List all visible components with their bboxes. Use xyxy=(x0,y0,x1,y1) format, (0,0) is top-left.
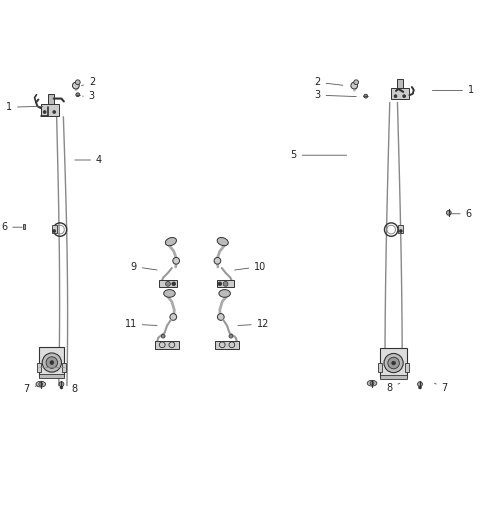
Circle shape xyxy=(388,357,399,369)
Text: 2: 2 xyxy=(314,77,343,87)
Circle shape xyxy=(392,361,396,365)
Text: 5: 5 xyxy=(290,150,347,160)
Circle shape xyxy=(72,82,79,89)
Text: 9: 9 xyxy=(131,262,157,271)
Text: 2: 2 xyxy=(82,77,95,87)
Circle shape xyxy=(354,80,359,84)
Circle shape xyxy=(76,93,80,97)
Circle shape xyxy=(418,382,422,387)
Circle shape xyxy=(218,282,222,286)
Bar xyxy=(62,362,66,372)
Circle shape xyxy=(172,282,176,286)
Text: 7: 7 xyxy=(24,385,37,394)
Bar xyxy=(380,348,407,377)
Circle shape xyxy=(419,386,421,389)
Text: 3: 3 xyxy=(83,91,95,101)
Text: 12: 12 xyxy=(238,319,269,329)
Circle shape xyxy=(170,313,177,321)
Circle shape xyxy=(42,353,61,372)
Circle shape xyxy=(53,111,56,114)
Bar xyxy=(378,362,382,372)
Bar xyxy=(39,347,64,376)
Circle shape xyxy=(39,382,43,386)
Bar xyxy=(405,362,409,372)
Text: 1: 1 xyxy=(432,86,474,95)
Circle shape xyxy=(229,334,233,338)
Circle shape xyxy=(223,282,228,286)
Circle shape xyxy=(364,94,368,98)
Circle shape xyxy=(43,111,46,114)
Circle shape xyxy=(75,80,80,84)
Circle shape xyxy=(214,258,221,264)
Circle shape xyxy=(46,357,58,368)
Bar xyxy=(37,362,41,372)
Circle shape xyxy=(394,95,397,98)
Text: 11: 11 xyxy=(124,319,157,329)
Bar xyxy=(215,341,239,349)
Text: 6: 6 xyxy=(449,209,472,219)
Circle shape xyxy=(351,82,358,89)
Bar xyxy=(39,374,64,378)
Text: 3: 3 xyxy=(314,90,356,100)
Circle shape xyxy=(217,313,224,321)
Bar xyxy=(41,104,59,116)
Bar xyxy=(380,375,407,379)
Bar xyxy=(159,281,177,287)
Circle shape xyxy=(161,334,165,338)
Circle shape xyxy=(173,258,180,264)
Circle shape xyxy=(403,95,406,98)
Circle shape xyxy=(384,353,403,373)
Ellipse shape xyxy=(367,380,377,386)
Bar xyxy=(398,225,403,233)
Circle shape xyxy=(50,360,54,365)
Text: 8: 8 xyxy=(386,383,400,393)
Text: 4: 4 xyxy=(75,155,102,165)
Bar xyxy=(391,88,409,98)
Text: 1: 1 xyxy=(6,102,43,112)
Ellipse shape xyxy=(164,290,175,297)
Text: 10: 10 xyxy=(235,262,267,271)
Bar xyxy=(48,94,54,104)
Ellipse shape xyxy=(165,238,177,246)
Ellipse shape xyxy=(217,238,228,246)
Ellipse shape xyxy=(219,290,230,297)
Circle shape xyxy=(446,210,451,215)
Text: 8: 8 xyxy=(71,385,77,394)
Bar xyxy=(217,281,234,287)
Bar xyxy=(397,79,403,88)
Circle shape xyxy=(166,282,170,286)
Bar xyxy=(52,225,57,233)
Ellipse shape xyxy=(36,381,46,387)
Text: 6: 6 xyxy=(1,222,22,232)
Text: 7: 7 xyxy=(434,383,448,393)
Circle shape xyxy=(60,386,63,389)
Bar xyxy=(155,341,179,349)
Circle shape xyxy=(59,382,64,387)
Circle shape xyxy=(53,229,56,232)
Circle shape xyxy=(399,229,402,232)
Bar xyxy=(23,224,25,229)
Circle shape xyxy=(370,381,374,385)
